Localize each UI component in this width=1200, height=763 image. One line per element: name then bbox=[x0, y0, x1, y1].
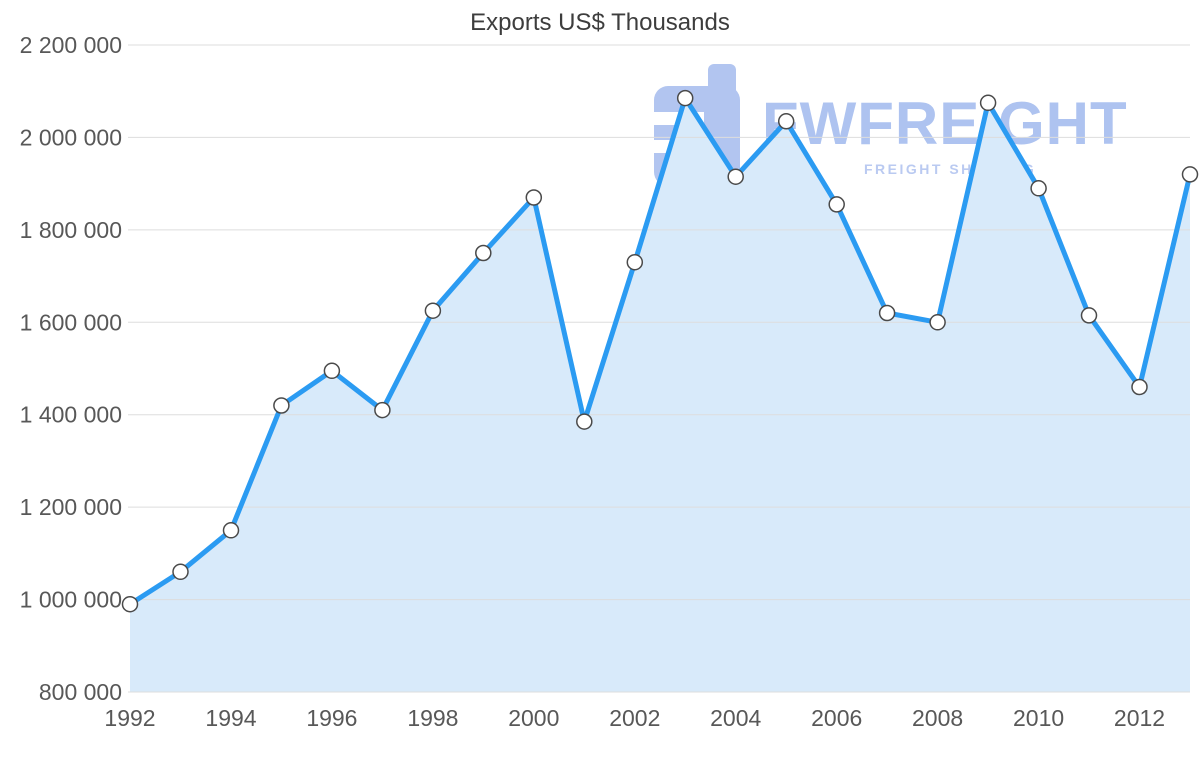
svg-text:1996: 1996 bbox=[306, 705, 357, 731]
svg-text:2 000 000: 2 000 000 bbox=[20, 124, 122, 150]
svg-text:1 600 000: 1 600 000 bbox=[20, 309, 122, 335]
svg-text:1 200 000: 1 200 000 bbox=[20, 494, 122, 520]
svg-text:2002: 2002 bbox=[609, 705, 660, 731]
svg-text:2012: 2012 bbox=[1114, 705, 1165, 731]
watermark-brand-text: FWFREIGHT bbox=[762, 90, 1128, 157]
svg-text:2006: 2006 bbox=[811, 705, 862, 731]
svg-text:1994: 1994 bbox=[205, 705, 256, 731]
svg-text:1 000 000: 1 000 000 bbox=[20, 587, 122, 613]
chart-area-fill bbox=[130, 98, 1190, 693]
chart-data-points bbox=[121, 89, 1199, 613]
chart-gridlines bbox=[128, 44, 1190, 693]
svg-text:1 800 000: 1 800 000 bbox=[20, 217, 122, 243]
chart-title: Exports US$ Thousands bbox=[470, 9, 730, 36]
svg-text:1992: 1992 bbox=[104, 705, 155, 731]
y-axis-labels: 800 000 1 000 000 1 200 000 1 400 000 1 600 … bbox=[20, 32, 122, 705]
svg-text:2008: 2008 bbox=[912, 705, 963, 731]
svg-text:1998: 1998 bbox=[407, 705, 458, 731]
svg-text:1 400 000: 1 400 000 bbox=[20, 402, 122, 428]
chart-series-line bbox=[127, 95, 1193, 607]
svg-text:800 000: 800 000 bbox=[39, 679, 122, 705]
svg-text:2000: 2000 bbox=[508, 705, 559, 731]
x-axis-labels: 1992 1994 1996 1998 2000 2002 2004 2006 2008 2010… bbox=[104, 705, 1165, 731]
svg-text:2 200 000: 2 200 000 bbox=[20, 32, 122, 58]
svg-text:2004: 2004 bbox=[710, 705, 761, 731]
svg-text:2010: 2010 bbox=[1013, 705, 1064, 731]
